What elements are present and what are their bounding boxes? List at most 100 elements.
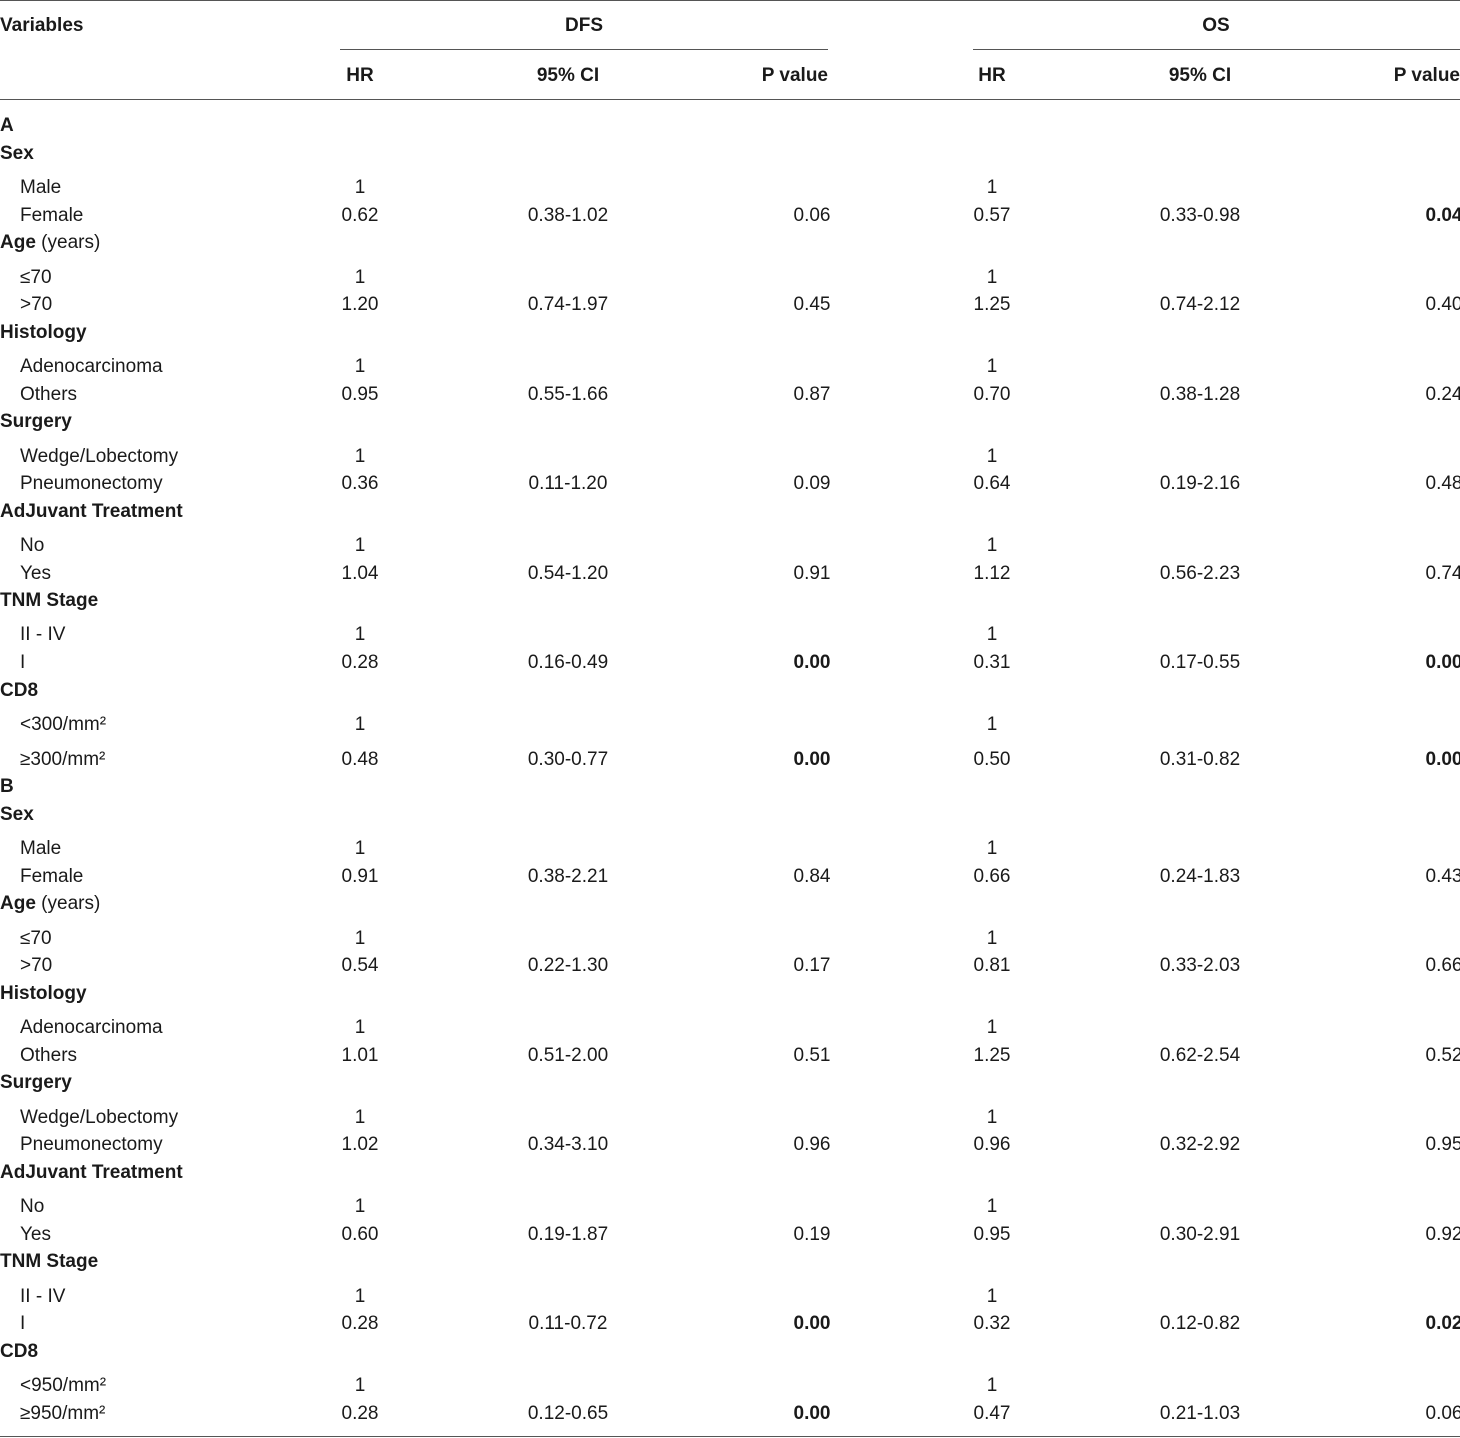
dfs-ci-cell: 0.38-2.21 xyxy=(527,866,609,887)
dfs-p-cell: 0.91 xyxy=(793,563,831,584)
row-label: Male xyxy=(20,177,62,198)
os-hr-cell: 1 xyxy=(986,714,998,735)
os-p-cell: 0.04 xyxy=(1425,205,1460,226)
group-label: Age xyxy=(0,893,36,914)
dfs-hr-cell: 1 xyxy=(354,177,366,198)
group-label-with-suffix: Age (years) xyxy=(0,232,100,254)
dfs-p-cell: 0.87 xyxy=(793,384,831,405)
row-label: Pneumonectomy xyxy=(20,473,163,494)
section-label: A xyxy=(0,115,14,136)
dfs-hr-cell: 1 xyxy=(354,267,366,288)
header-dfs: DFS xyxy=(565,15,603,36)
header-variables: Variables xyxy=(0,15,84,36)
dfs-hr-cell: 0.62 xyxy=(341,205,379,226)
os-hr-cell: 1.25 xyxy=(973,1045,1011,1066)
row-label: >70 xyxy=(20,294,53,315)
os-hr-cell: 0.32 xyxy=(973,1313,1011,1334)
row-label: Wedge/Lobectomy xyxy=(20,446,179,467)
header-bottom-rule xyxy=(0,99,1460,100)
row-label: Adenocarcinoma xyxy=(20,1017,163,1038)
group-label: Histology xyxy=(0,322,87,343)
os-hr-cell: 1 xyxy=(986,446,998,467)
group-label-with-suffix: Age (years) xyxy=(0,893,100,915)
group-label: Sex xyxy=(0,143,34,164)
os-hr-cell: 1 xyxy=(986,1196,998,1217)
row-label: Male xyxy=(20,838,62,859)
table-bottom-rule xyxy=(0,1436,1460,1437)
dfs-hr-cell: 1 xyxy=(354,1286,366,1307)
dfs-hr-cell: 0.28 xyxy=(341,1313,379,1334)
os-hr-cell: 1.25 xyxy=(973,294,1011,315)
header-dfs-hr: HR xyxy=(346,65,374,86)
os-hr-cell: 0.31 xyxy=(973,652,1011,673)
dfs-ci-cell: 0.74-1.97 xyxy=(527,294,609,315)
dfs-hr-cell: 1 xyxy=(354,535,366,556)
row-label: I xyxy=(20,652,26,673)
dfs-hr-cell: 0.28 xyxy=(341,652,379,673)
row-label: Pneumonectomy xyxy=(20,1134,163,1155)
dfs-spanner-rule xyxy=(340,49,828,50)
os-hr-cell: 0.57 xyxy=(973,205,1011,226)
dfs-ci-cell: 0.51-2.00 xyxy=(527,1045,609,1066)
os-spanner-rule xyxy=(973,49,1460,50)
group-label: CD8 xyxy=(0,1341,39,1362)
dfs-hr-cell: 1 xyxy=(354,1107,366,1128)
dfs-hr-cell: 1 xyxy=(354,446,366,467)
os-ci-cell: 0.12-0.82 xyxy=(1159,1313,1241,1334)
dfs-hr-cell: 1.04 xyxy=(341,563,379,584)
os-hr-cell: 1 xyxy=(986,267,998,288)
dfs-ci-cell: 0.16-0.49 xyxy=(527,652,609,673)
os-ci-cell: 0.62-2.54 xyxy=(1159,1045,1241,1066)
header-os-ci: 95% CI xyxy=(1168,65,1232,86)
row-label: Female xyxy=(20,866,84,887)
dfs-ci-cell: 0.30-0.77 xyxy=(527,749,609,770)
os-hr-cell: 1 xyxy=(986,356,998,377)
row-label: Wedge/Lobectomy xyxy=(20,1107,179,1128)
dfs-hr-cell: 1.01 xyxy=(341,1045,379,1066)
os-p-cell: 0.92 xyxy=(1425,1224,1460,1245)
os-hr-cell: 0.96 xyxy=(973,1134,1011,1155)
os-hr-cell: 0.66 xyxy=(973,866,1011,887)
dfs-p-cell: 0.17 xyxy=(793,955,831,976)
os-hr-cell: 1 xyxy=(986,838,998,859)
os-ci-cell: 0.32-2.92 xyxy=(1159,1134,1241,1155)
os-ci-cell: 0.74-2.12 xyxy=(1159,294,1241,315)
os-ci-cell: 0.56-2.23 xyxy=(1159,563,1241,584)
dfs-p-cell: 0.19 xyxy=(793,1224,831,1245)
table-top-rule xyxy=(0,0,1460,1)
dfs-ci-cell: 0.54-1.20 xyxy=(527,563,609,584)
row-label: Yes xyxy=(20,563,51,584)
row-label: <950/mm² xyxy=(20,1375,107,1396)
group-label: Sex xyxy=(0,804,34,825)
os-hr-cell: 0.47 xyxy=(973,1403,1011,1424)
dfs-p-cell: 0.51 xyxy=(793,1045,831,1066)
header-os: OS xyxy=(1202,15,1230,36)
section-label: B xyxy=(0,776,14,797)
os-ci-cell: 0.33-2.03 xyxy=(1159,955,1241,976)
group-label: TNM Stage xyxy=(0,1251,99,1272)
row-label: <300/mm² xyxy=(20,714,107,735)
os-ci-cell: 0.30-2.91 xyxy=(1159,1224,1241,1245)
dfs-hr-cell: 1 xyxy=(354,928,366,949)
os-hr-cell: 1 xyxy=(986,1107,998,1128)
group-label: Age xyxy=(0,232,36,253)
os-p-cell: 0.74 xyxy=(1425,563,1460,584)
dfs-hr-cell: 1 xyxy=(354,714,366,735)
row-label: ≥950/mm² xyxy=(20,1403,106,1424)
row-label: ≤70 xyxy=(20,267,52,288)
header-dfs-ci: 95% CI xyxy=(536,65,600,86)
os-hr-cell: 1 xyxy=(986,1286,998,1307)
dfs-hr-cell: 0.54 xyxy=(341,955,379,976)
group-label: Surgery xyxy=(0,411,72,432)
header-dfs-p: P value xyxy=(761,65,828,86)
dfs-ci-cell: 0.11-1.20 xyxy=(528,473,608,494)
row-label: No xyxy=(20,1196,45,1217)
row-label: II - IV xyxy=(20,624,66,645)
group-label-unit: (years) xyxy=(35,893,101,914)
os-hr-cell: 1 xyxy=(986,177,998,198)
row-label: Yes xyxy=(20,1224,51,1245)
header-os-p: P value xyxy=(1393,65,1460,86)
row-label: Others xyxy=(20,1045,78,1066)
os-p-cell: 0.48 xyxy=(1425,473,1460,494)
os-p-cell: 0.40 xyxy=(1425,294,1460,315)
